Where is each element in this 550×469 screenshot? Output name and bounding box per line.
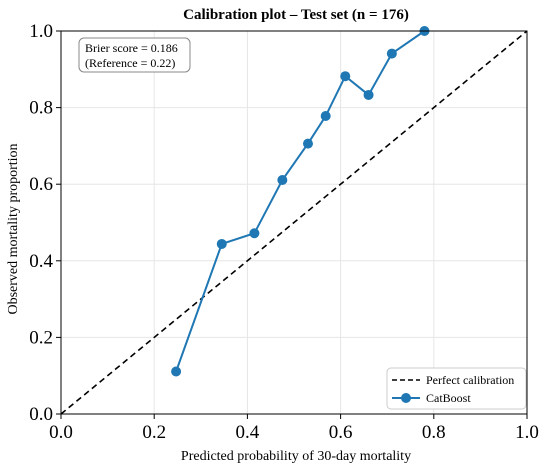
catboost-point (277, 174, 288, 185)
x-axis-label: Predicted probability of 30-day mortalit… (181, 449, 411, 464)
ticks: 0.0 0.2 0.4 0.6 0.8 1.0 0.0 0.2 0.4 0.6 0.8 1.0 (29, 21, 539, 443)
x-tick-label: 1.0 (515, 422, 539, 443)
x-tick-label: 0.4 (236, 422, 260, 443)
y-axis-label: Observed mortality proportion (6, 143, 21, 314)
y-tick-label: 0.2 (29, 327, 53, 348)
chart-title: Calibration plot – Test set (n = 176) (183, 7, 409, 23)
plot-frame (60, 30, 528, 415)
legend-frame (386, 367, 527, 410)
catboost-point (320, 111, 331, 122)
perfect-calibration-line (60, 30, 528, 415)
x-tick-label: 0.0 (49, 422, 73, 443)
x-tick-label: 0.2 (142, 422, 166, 443)
x-tick-label: 0.8 (422, 422, 446, 443)
series-layer (60, 26, 528, 415)
legend-label-perfect-calibration: Perfect calibration (426, 373, 514, 387)
catboost-point (363, 89, 374, 100)
annotation-frame (78, 37, 191, 73)
catboost-point (249, 228, 260, 239)
y-tick-label: 0.0 (29, 404, 53, 425)
y-tick-label: 0.8 (29, 98, 53, 119)
legend-label-catboost: CatBoost (426, 391, 471, 405)
x-tick-label: 0.6 (329, 422, 353, 443)
annotation-box: Brier score = 0.186 (Reference = 0.22) (78, 37, 191, 73)
catboost-point (386, 48, 397, 59)
y-tick-label: 0.4 (29, 251, 53, 272)
catboost-point (171, 366, 182, 377)
annotation-line-2: (Reference = 0.22) (85, 56, 175, 70)
catboost-point (216, 238, 227, 249)
y-tick-label: 0.6 (29, 174, 53, 195)
annotation-line-1: Brier score = 0.186 (85, 41, 178, 55)
catboost-point (302, 138, 313, 149)
catboost-line (175, 30, 426, 372)
legend-marker-catboost (401, 393, 411, 403)
y-tick-label: 1.0 (29, 21, 53, 42)
legend: Perfect calibration CatBoost (386, 367, 527, 410)
catboost-point (340, 71, 351, 82)
